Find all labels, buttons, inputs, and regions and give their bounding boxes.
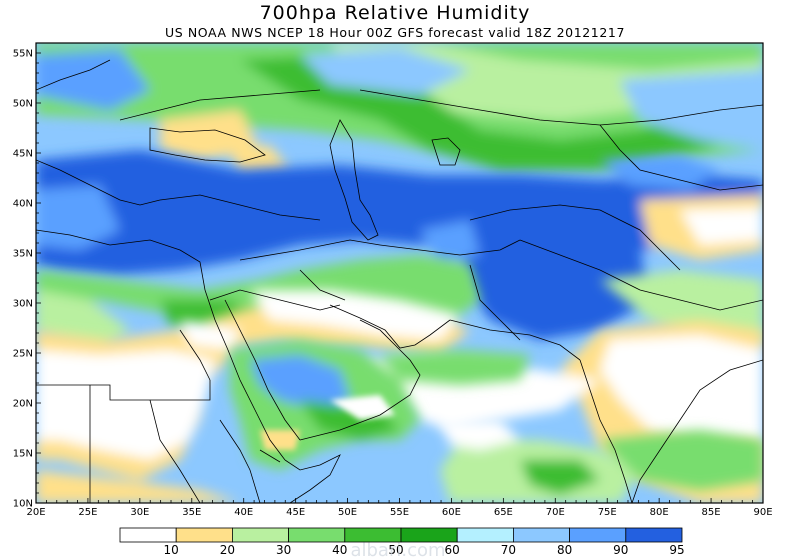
coastlines [36, 59, 763, 503]
legend-label: 60 [445, 543, 460, 557]
legend-label: 30 [276, 543, 291, 557]
legend-swatch [231, 527, 289, 543]
legend-label: 70 [501, 543, 516, 557]
legend-swatch [456, 527, 514, 543]
lon-label: 85E [702, 507, 721, 518]
lat-label: 40N [13, 199, 33, 210]
legend-label: 20 [220, 543, 235, 557]
legend-label: 95 [669, 543, 684, 557]
legend-label: 50 [388, 543, 403, 557]
legend-swatch [119, 527, 177, 543]
color-legend: 10 20 30 40 50 60 70 80 90 95 [119, 527, 685, 557]
lat-label: 10N [13, 499, 33, 510]
lon-label: 75E [598, 507, 617, 518]
longitude-labels: 20E 25E 30E 35E 40E 45E 50E 55E 60E 65E 70E 75E 80E 8… [26, 507, 772, 518]
lon-label: 80E [650, 507, 669, 518]
lon-label: 40E [234, 507, 253, 518]
lat-label: 15N [13, 449, 33, 460]
lon-label: 55E [390, 507, 409, 518]
latitude-labels: 10N 15N 20N 25N 30N 35N 40N 45N 50N 55N [13, 49, 33, 510]
lat-label: 25N [13, 349, 33, 360]
lon-label: 50E [338, 507, 357, 518]
chart-title: 700hpa Relative Humidity [259, 2, 531, 24]
lon-label: 60E [442, 507, 461, 518]
legend-label: 40 [332, 543, 347, 557]
lat-label: 50N [13, 99, 33, 110]
legend-label: 90 [613, 543, 628, 557]
lon-label: 45E [286, 507, 305, 518]
lon-label: 65E [494, 507, 513, 518]
lat-label: 20N [13, 399, 33, 410]
legend-swatch [569, 527, 627, 543]
legend-label: 10 [164, 543, 179, 557]
lat-label: 55N [13, 49, 33, 60]
legend-label: 80 [557, 543, 572, 557]
legend-swatch [288, 527, 346, 543]
legend-swatch [175, 527, 233, 543]
axis-ticks [35, 42, 764, 504]
legend-swatch [625, 527, 683, 543]
legend-swatch [513, 527, 571, 543]
humidity-field [36, 43, 763, 503]
chart-subtitle: US NOAA NWS NCEP 18 Hour 00Z GFS forecas… [164, 25, 626, 40]
lat-label: 45N [13, 149, 33, 160]
lon-label: 35E [182, 507, 201, 518]
lat-label: 30N [13, 299, 33, 310]
lon-label: 30E [130, 507, 149, 518]
watermark: albari.com [350, 540, 445, 560]
lon-label: 20E [26, 507, 45, 518]
lon-label: 25E [78, 507, 97, 518]
lon-label: 70E [546, 507, 565, 518]
lon-label: 90E [753, 507, 772, 518]
lat-label: 35N [13, 249, 33, 260]
